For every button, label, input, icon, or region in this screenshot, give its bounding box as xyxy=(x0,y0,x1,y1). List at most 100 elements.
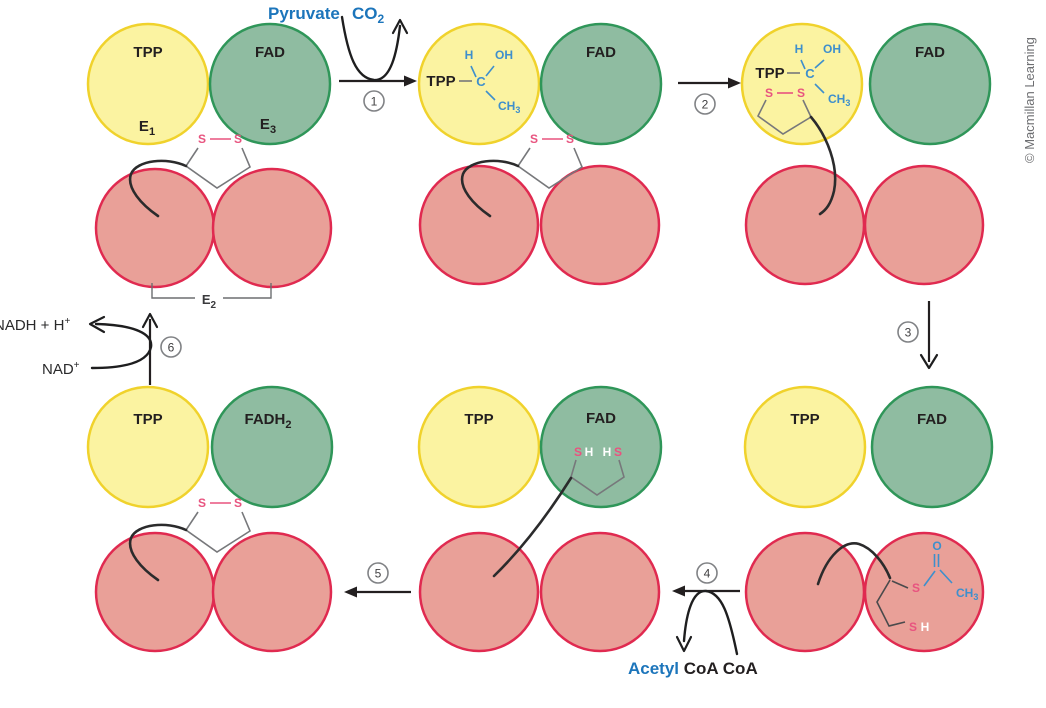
step-6-arrow xyxy=(88,312,159,385)
pyruvate-co2-curved-arrow xyxy=(340,15,402,82)
step-2-badge: 2 xyxy=(694,93,716,115)
fad-label-s5: FAD xyxy=(586,410,616,427)
carbon-label: C xyxy=(805,66,815,81)
step-1-arrow xyxy=(339,15,417,87)
nad-label: NAD+ xyxy=(42,360,80,378)
fadh2-circle-s6 xyxy=(210,385,334,509)
acetyl-dihydrolipoamide-s4: S O CH3 S H xyxy=(816,539,978,634)
step-6-number: 6 xyxy=(168,341,175,355)
tpp-circle-s3 xyxy=(740,22,864,146)
e2-core-left-s4 xyxy=(744,531,866,653)
sulfur-label: S xyxy=(614,445,622,459)
e2-core-right-s2 xyxy=(539,164,661,286)
e2-label: E2 xyxy=(202,292,217,311)
e2-core-left-s2 xyxy=(418,164,540,286)
dihydrolipoamide-s5: S H H S xyxy=(492,445,625,578)
lipoamide-ring-s2: S S xyxy=(460,132,583,218)
tpp-label-s6: TPP xyxy=(133,411,162,428)
step-5-badge: 5 xyxy=(367,562,389,584)
tpp-label-s2: TPP xyxy=(426,73,455,90)
fad-label-s4: FAD xyxy=(917,411,947,428)
hydrogen-label: H xyxy=(603,445,612,459)
tpp-label-s3: TPP xyxy=(755,65,784,82)
fad-circle-s5 xyxy=(539,385,663,509)
sulfur-label: S xyxy=(530,132,538,146)
step-4-arrow xyxy=(672,585,740,656)
step-4-number: 4 xyxy=(704,567,711,581)
tpp-circle-s5 xyxy=(417,385,541,509)
carbon-label: C xyxy=(476,74,486,89)
stage2-labels: TPP C H OH CH3 FAD xyxy=(426,44,616,115)
step-3-number: 3 xyxy=(905,326,912,340)
step-5-arrow xyxy=(344,586,411,598)
fad-label-s2: FAD xyxy=(586,44,616,61)
pyruvate-label: Pyruvate xyxy=(268,4,340,23)
e2-core-right-s4 xyxy=(863,531,985,653)
step-3-arrow xyxy=(919,301,939,370)
coa-curved-arrow xyxy=(682,589,739,656)
e2-core-left-s5 xyxy=(418,531,540,653)
fad-circle-s4 xyxy=(870,385,994,509)
fadh2-label: FADH2 xyxy=(245,411,292,431)
sulfur-label: S xyxy=(198,496,206,510)
fad-circle-s3 xyxy=(868,22,992,146)
e2-core-right-s6 xyxy=(211,531,333,653)
sulfur-label: S xyxy=(574,445,582,459)
co2-label: CO2 xyxy=(352,4,385,26)
lipoyl-tether-s3 xyxy=(809,115,837,216)
hydrogen-label: H xyxy=(585,445,594,459)
lipoyl-tether-s5 xyxy=(492,476,573,578)
hydrogen-label: H xyxy=(921,620,930,634)
fad-label-s1: FAD xyxy=(255,44,285,61)
step-2-arrow xyxy=(678,77,741,89)
tpp-label-s4: TPP xyxy=(790,411,819,428)
e2-core-right-s3 xyxy=(863,164,985,286)
acetyl-coa-label: Acetyl CoA CoA xyxy=(628,659,758,678)
sulfur-label: S xyxy=(765,86,773,100)
tpp-circle-s2 xyxy=(417,22,541,146)
step-1-badge: 1 xyxy=(363,90,385,112)
tpp-circle-s4 xyxy=(743,385,867,509)
sulfur-label: S xyxy=(912,581,920,595)
tpp-label-s5: TPP xyxy=(464,411,493,428)
methyl-label: CH3 xyxy=(956,586,978,602)
fad-circle-s2 xyxy=(539,22,663,146)
tpp-circle-s1 xyxy=(86,22,210,146)
nad-curved-arrow xyxy=(90,322,153,370)
lipoyl-tether-s2 xyxy=(460,159,520,218)
stage4-labels: TPP FAD xyxy=(790,411,947,428)
hydrogen-label: H xyxy=(465,48,474,62)
step-4-badge: 4 xyxy=(696,562,718,584)
step-2-number: 2 xyxy=(702,98,709,112)
sulfur-label: S xyxy=(234,132,242,146)
hydroxyl-label: OH xyxy=(495,48,513,62)
e2-core-left-s6 xyxy=(94,531,216,653)
tpp-label-s1: TPP xyxy=(133,44,162,61)
sulfur-label: S xyxy=(566,132,574,146)
step-6-badge: 6 xyxy=(160,336,182,358)
stage5-labels: TPP FAD xyxy=(464,410,616,428)
e2-core-right-s5 xyxy=(539,531,661,653)
stage1-labels: TPP E1 FAD E3 xyxy=(133,44,285,138)
fad-label-s3: FAD xyxy=(915,44,945,61)
stage6-labels: TPP FADH2 xyxy=(133,411,291,431)
step-5-number: 5 xyxy=(375,567,382,581)
credit-label: © Macmillan Learning xyxy=(1022,37,1037,163)
e2-core-right-s1 xyxy=(211,167,333,289)
e3-label: E3 xyxy=(260,116,276,136)
nadh-label: NADH + H+ xyxy=(0,316,70,334)
e2-core-left-s3 xyxy=(744,164,866,286)
methyl-label: CH3 xyxy=(498,99,520,115)
hydroxyethyl-tpp-lipoamide-s3: TPP C H OH CH3 S S xyxy=(755,42,850,216)
sulfur-label: S xyxy=(909,620,917,634)
e2-bracket: E2 xyxy=(151,283,272,311)
fad-circle-s1 xyxy=(208,22,332,146)
lipoyl-tether-s1 xyxy=(128,159,188,218)
sulfur-label: S xyxy=(797,86,805,100)
lipoamide-ring-s1: S S xyxy=(128,132,251,218)
lipoyl-tether-s6 xyxy=(128,523,188,582)
sulfur-label: S xyxy=(234,496,242,510)
oxygen-label: O xyxy=(932,539,941,553)
